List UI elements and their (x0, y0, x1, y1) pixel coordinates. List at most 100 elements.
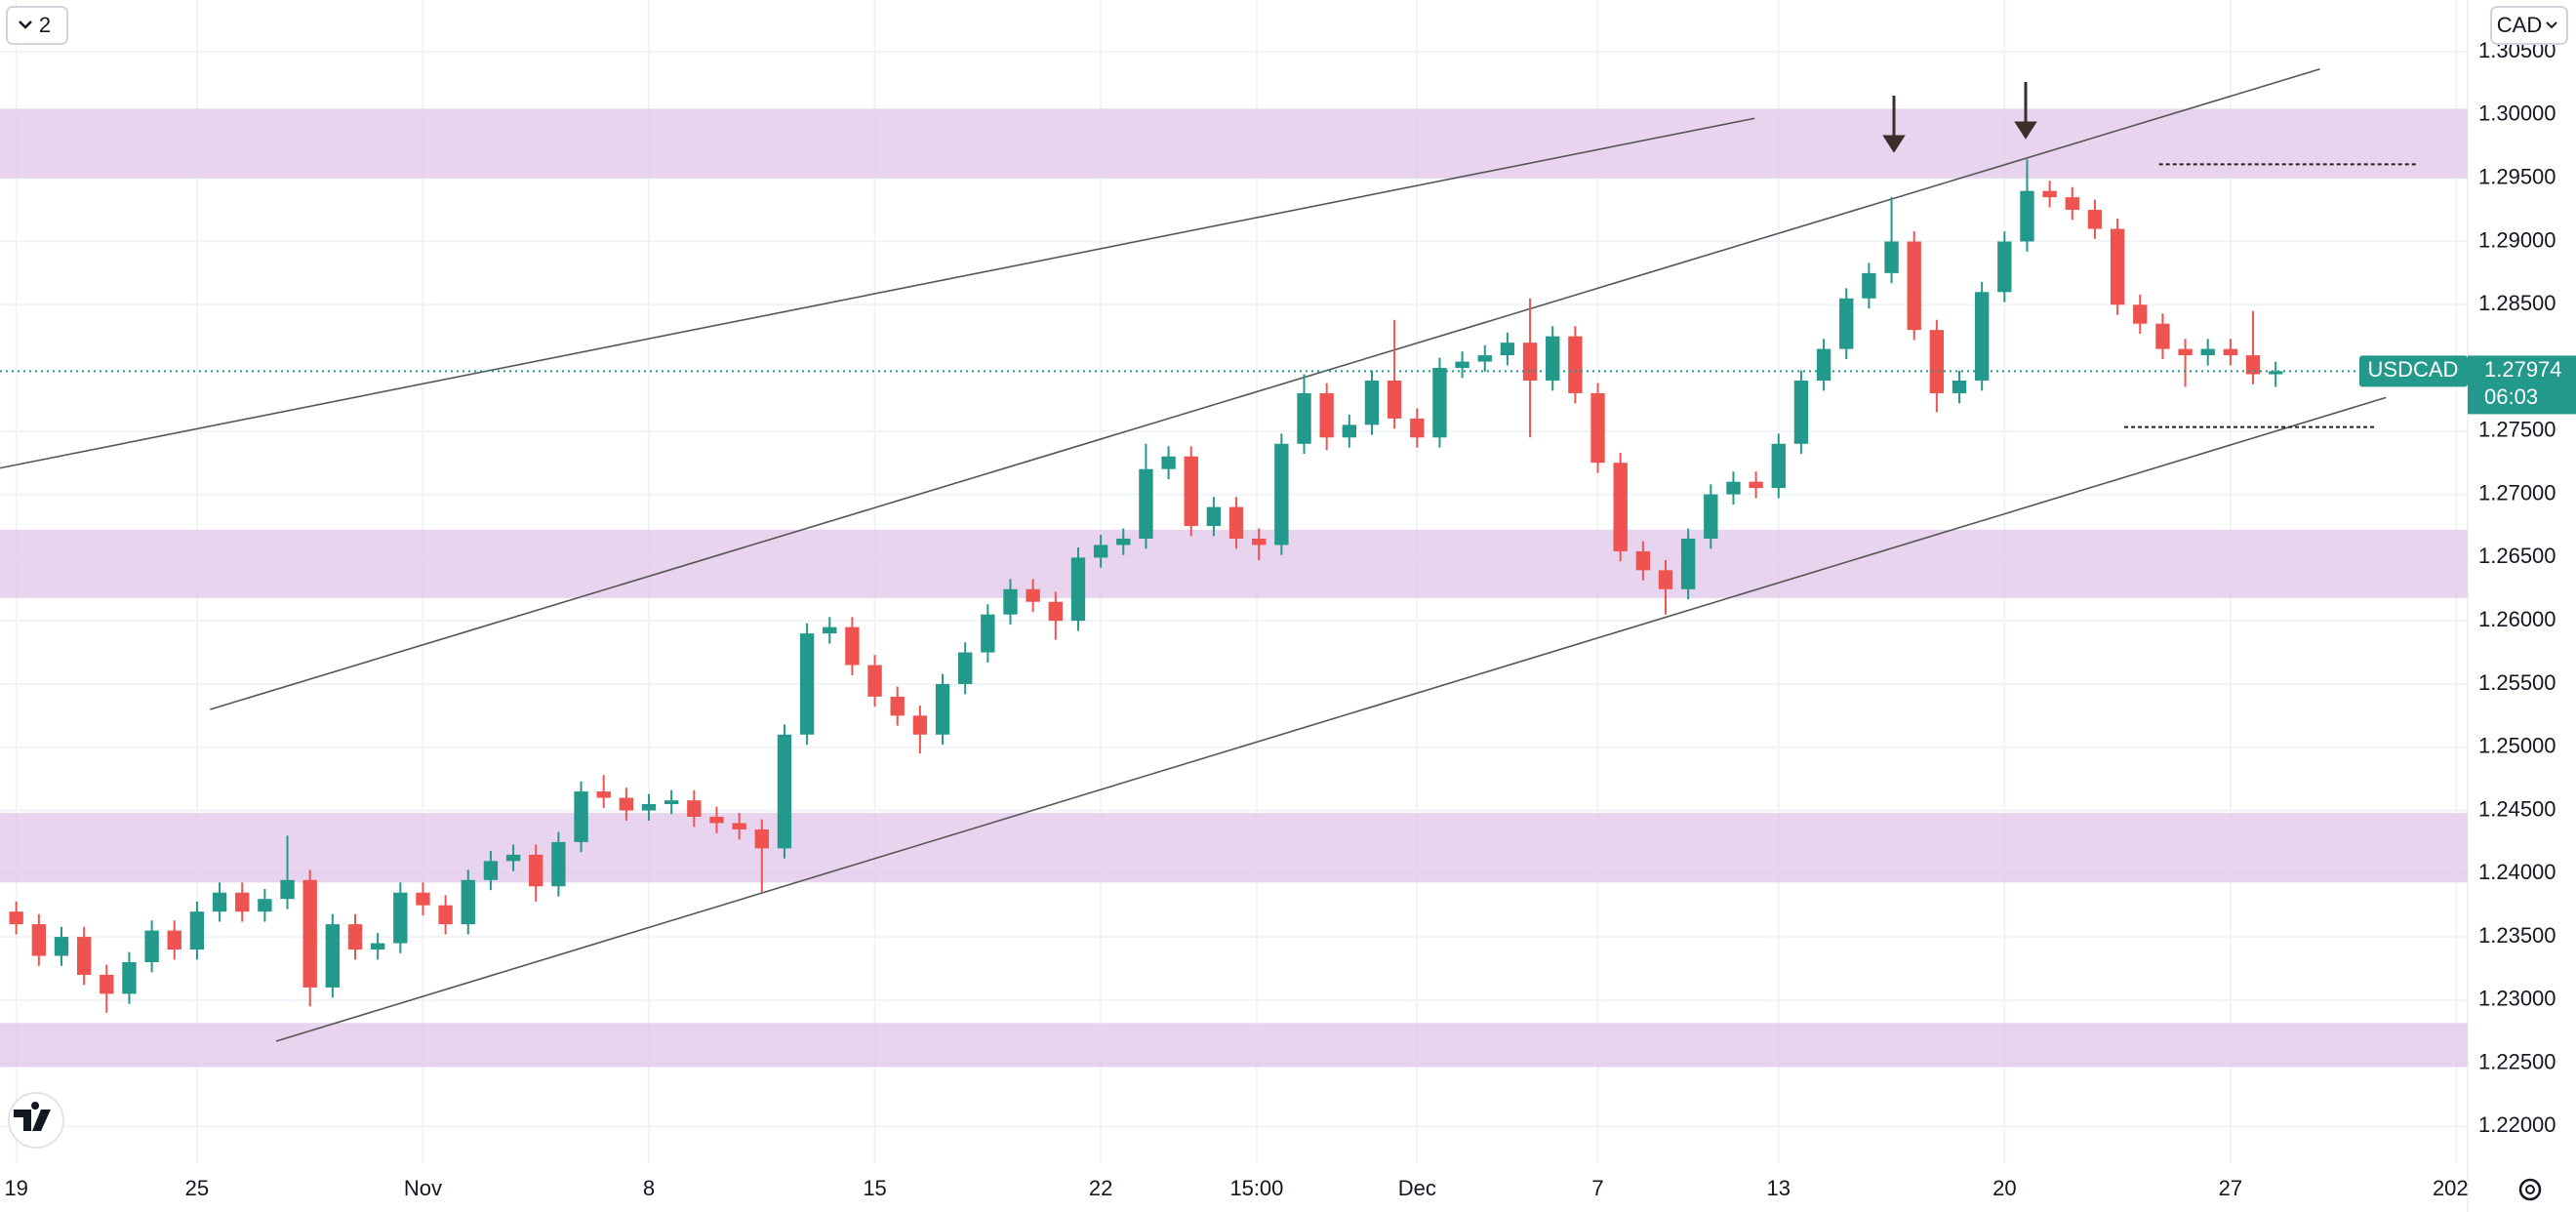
candle-body (144, 930, 159, 962)
trend-line (210, 67, 2320, 710)
candle-body (9, 911, 23, 925)
candle-body (1252, 538, 1267, 545)
candle-body (1003, 588, 1018, 615)
candle-body (1297, 392, 1311, 444)
candle-body (122, 961, 137, 994)
x-tick-label: 13 (1767, 1176, 1791, 1200)
arrow-head (2014, 121, 2037, 140)
candle-body (461, 879, 475, 925)
countdown-label: 06:03 (2484, 384, 2538, 409)
y-tick-label: 1.29500 (2478, 164, 2556, 188)
y-tick-label: 1.22500 (2478, 1049, 2556, 1073)
candle-body (777, 734, 792, 849)
candle-body (1749, 481, 1763, 489)
candle-body (302, 879, 317, 988)
candle-body (981, 614, 995, 653)
candle-body (76, 937, 92, 975)
logo[interactable] (8, 1092, 64, 1149)
candle-body (2200, 348, 2215, 356)
x-tick-label: 27 (2219, 1176, 2242, 1200)
symbol-label: USDCAD (2368, 357, 2459, 382)
y-tick-label: 1.23500 (2478, 923, 2556, 948)
candle-body (280, 879, 295, 900)
candle-body (799, 633, 815, 735)
candle-body (416, 892, 430, 906)
candle-body (1929, 330, 1945, 393)
candle-body (845, 626, 860, 666)
candle-body (2269, 371, 2283, 375)
y-tick-label: 1.24500 (2478, 796, 2556, 821)
candle-body (2020, 190, 2034, 242)
candle-body (100, 974, 114, 994)
candle-body (935, 683, 950, 735)
y-tick-label: 1.27000 (2478, 480, 2556, 505)
gear[interactable] (2518, 1178, 2542, 1201)
button-frame[interactable] (6, 6, 68, 45)
candle-body (1274, 443, 1289, 545)
candle-body (1455, 361, 1469, 369)
y-tick-label: 1.25500 (2478, 670, 2556, 695)
candle-body (2133, 304, 2148, 324)
currency-button[interactable]: CAD (2490, 6, 2568, 45)
candle-body (1839, 298, 1854, 349)
currency-label: CAD (2497, 13, 2542, 37)
zones (0, 108, 2468, 1068)
button-frame[interactable] (2490, 6, 2568, 45)
candle-body (912, 715, 928, 735)
candle-body (1974, 292, 1990, 381)
candle-body (2042, 190, 2057, 198)
candle-body (1997, 241, 2012, 293)
candle-body (1048, 601, 1063, 622)
y-tick-label: 1.28500 (2478, 291, 2556, 315)
logo-circle[interactable] (8, 1092, 64, 1149)
candle-body (1771, 443, 1786, 489)
logo-mark (14, 1102, 51, 1131)
candle-body (505, 854, 521, 862)
x-tick-label: 25 (185, 1176, 209, 1200)
trend-lines (0, 67, 2387, 1042)
candle-body (1884, 241, 1899, 273)
candle-body (1477, 355, 1492, 362)
y-tick-label: 1.24000 (2478, 860, 2556, 884)
candle-body (958, 652, 973, 684)
price-tag (2468, 355, 2576, 415)
zone (0, 529, 2468, 598)
candle-body (619, 797, 634, 811)
candle-body (1184, 456, 1198, 526)
x-tick-label: 8 (643, 1176, 655, 1200)
candle-body (1568, 336, 1583, 393)
x-tick-label: 19 (4, 1176, 27, 1200)
x-tick-label: 7 (1591, 1176, 1603, 1200)
candle-body (2245, 355, 2261, 375)
candle-body (574, 791, 588, 842)
candle-body (641, 804, 657, 811)
gear-center (2525, 1185, 2535, 1194)
layout-count: 2 (39, 13, 51, 37)
symbol-tag (2359, 355, 2468, 387)
candle-body (1635, 550, 1651, 571)
candle-body (1680, 538, 1696, 589)
candle-body (529, 854, 543, 887)
candle-body (890, 696, 905, 716)
layout-button[interactable]: 2 (6, 6, 68, 45)
candle-body (1793, 380, 1809, 444)
candle-body (1522, 343, 1538, 381)
candle-body (551, 841, 566, 887)
y-tick-label: 1.30000 (2478, 101, 2556, 126)
candle-body (370, 943, 385, 950)
y-tick-label: 1.27500 (2478, 418, 2556, 442)
last-price-label: 1.27974 (2484, 357, 2562, 382)
trend-line (275, 396, 2387, 1042)
settings-button[interactable] (2518, 1178, 2542, 1201)
candle-body (1093, 545, 1108, 558)
candle-body (1613, 463, 1628, 551)
candle-body (687, 800, 702, 817)
candle-body (2065, 197, 2079, 211)
time-axis-panel (0, 1163, 2576, 1212)
y-tick-label: 1.23000 (2478, 987, 2556, 1011)
y-tick-label: 1.26500 (2478, 544, 2556, 568)
candle-body (1952, 380, 1967, 393)
candle-body (1500, 343, 1515, 356)
